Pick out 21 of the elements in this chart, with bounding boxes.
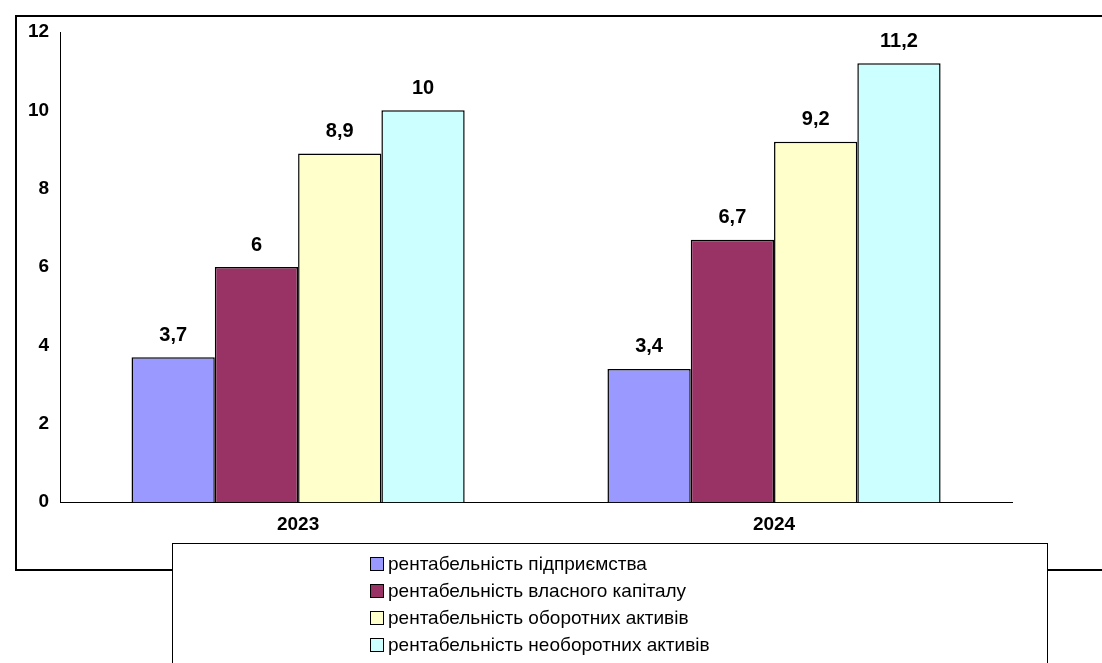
x-tick-label: 2024: [752, 512, 796, 534]
y-tick-label: 12: [27, 20, 50, 42]
y-tick-label: 8: [38, 176, 50, 198]
y-tick-label: 2: [38, 412, 50, 434]
data-label: 9,2: [801, 107, 830, 130]
legend-label: рентабельність необоротних активів: [388, 633, 710, 656]
data-label: 3,7: [159, 322, 188, 345]
data-label: 3,4: [635, 334, 664, 357]
y-tick-label: 6: [38, 255, 50, 277]
legend-label: рентабельність підприємства: [388, 552, 647, 575]
y-tick-label: 0: [38, 490, 50, 512]
legend-label: рентабельність оборотних активів: [388, 606, 689, 629]
data-label: 8,9: [325, 118, 354, 141]
x-tick-label: 2023: [276, 512, 320, 534]
legend-label: рентабельність власного капіталу: [388, 579, 687, 602]
data-label: 10: [411, 75, 435, 98]
y-tick-label: 10: [27, 98, 50, 120]
data-label: 6,7: [718, 205, 747, 228]
data-label: 6: [250, 232, 263, 255]
data-label: 11,2: [880, 28, 918, 51]
y-tick-label: 4: [38, 333, 50, 355]
